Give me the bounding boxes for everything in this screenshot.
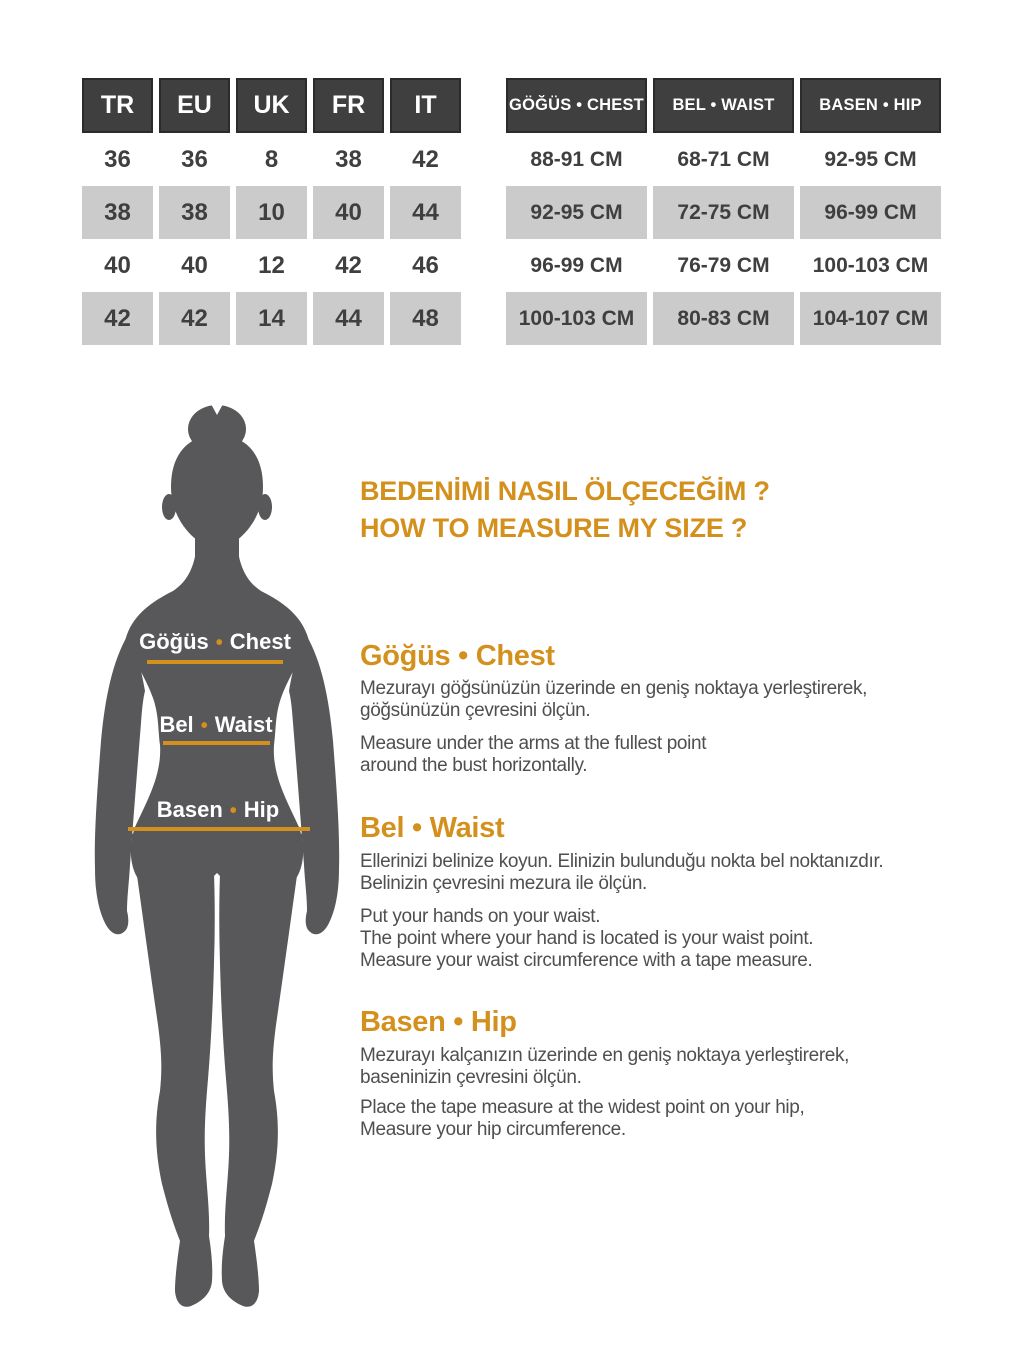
table-cell: 36 <box>181 145 208 173</box>
paragraph-line: Mezurayı göğsünüzün üzerinde en geniş no… <box>360 678 868 699</box>
table-cell: 76-79 CM <box>677 253 770 277</box>
body-measurement-table: GÖĞÜS • CHEST BEL • WAIST BASEN • HIP 88… <box>506 78 941 345</box>
table-cell: 38 <box>82 186 153 239</box>
table-row: 96-99 CM 76-79 CM 100-103 CM <box>506 239 941 292</box>
header-cell-chest: GÖĞÜS • CHEST <box>506 78 647 133</box>
hip-measure-line <box>128 827 310 831</box>
table-cell: 10 <box>236 186 307 239</box>
paragraph-line: Measure under the arms at the fullest po… <box>360 733 707 754</box>
table-cell: 12 <box>258 251 285 279</box>
section-chest-text-en: Measure under the arms at the fullest po… <box>360 733 707 777</box>
header-cell-fr: FR <box>313 78 384 133</box>
figure-label-hip: Basen • Hip <box>108 797 328 823</box>
table-cell: 46 <box>412 251 439 279</box>
paragraph-line: Place the tape measure at the widest poi… <box>360 1097 805 1118</box>
figure-label-chest: Göğüs • Chest <box>105 629 325 655</box>
guide-title-line-en: HOW TO MEASURE MY SIZE ? <box>360 513 748 543</box>
table-cell: 42 <box>335 251 362 279</box>
header-cell-uk: UK <box>236 78 307 133</box>
bullet-separator-icon: • <box>229 800 237 822</box>
figure-label-hip-tr: Basen <box>156 797 223 822</box>
figure-label-chest-en: Chest <box>229 629 291 654</box>
section-hip-text-en: Place the tape measure at the widest poi… <box>360 1097 805 1141</box>
table-cell: 100-103 CM <box>812 253 929 277</box>
table-row: 36 36 8 38 42 <box>82 133 461 186</box>
header-cell-tr: TR <box>82 78 153 133</box>
table-row: 92-95 CM 72-75 CM 96-99 CM <box>506 186 941 239</box>
table-cell: 68-71 CM <box>677 147 770 171</box>
table-cell: 92-95 CM <box>824 147 917 171</box>
figure-label-waist: Bel • Waist <box>106 712 326 738</box>
table-cell: 48 <box>390 292 461 345</box>
table-cell: 36 <box>104 145 131 173</box>
bullet-separator-icon: • <box>200 715 208 737</box>
table-cell: 44 <box>313 292 384 345</box>
table-row: 42 42 14 44 48 <box>82 292 461 345</box>
table-cell: 38 <box>335 145 362 173</box>
figure-label-hip-en: Hip <box>243 797 280 822</box>
header-cell-waist: BEL • WAIST <box>653 78 794 133</box>
table-cell: 96-99 CM <box>800 186 941 239</box>
table-cell: 42 <box>159 292 230 345</box>
table-cell: 96-99 CM <box>530 253 623 277</box>
paragraph-line: baseninizin çevresini ölçün. <box>360 1067 582 1088</box>
paragraph-line: Put your hands on your waist. <box>360 906 601 927</box>
table-row: 100-103 CM 80-83 CM 104-107 CM <box>506 292 941 345</box>
table-cell: 8 <box>264 145 279 173</box>
female-body-silhouette <box>94 404 340 1307</box>
table-row: 40 40 12 42 46 <box>82 239 461 292</box>
guide-title: BEDENİMİ NASIL ÖLÇECEĞİM ? HOW TO MEASUR… <box>360 473 770 547</box>
table-cell: 72-75 CM <box>653 186 794 239</box>
header-cell-it: IT <box>390 78 461 133</box>
header-cell-eu: EU <box>159 78 230 133</box>
table-cell: 40 <box>181 251 208 279</box>
table-cell: 92-95 CM <box>506 186 647 239</box>
paragraph-line: around the bust horizontally. <box>360 755 588 776</box>
table-cell: 38 <box>159 186 230 239</box>
table-cell: 42 <box>82 292 153 345</box>
table-header-row: GÖĞÜS • CHEST BEL • WAIST BASEN • HIP <box>506 78 941 133</box>
paragraph-line: Measure your waist circumference with a … <box>360 950 813 971</box>
table-header-row: TR EU UK FR IT <box>82 78 461 133</box>
table-cell: 44 <box>390 186 461 239</box>
section-waist-text-en: Put your hands on your waist. The point … <box>360 906 814 972</box>
table-cell: 80-83 CM <box>653 292 794 345</box>
table-cell: 42 <box>412 145 439 173</box>
table-cell: 40 <box>104 251 131 279</box>
table-cell: 14 <box>236 292 307 345</box>
paragraph-line: Mezurayı kalçanızın üzerinde en geniş no… <box>360 1045 850 1066</box>
chest-measure-line <box>147 660 283 664</box>
section-hip-heading: Basen • Hip <box>360 1006 517 1038</box>
size-conversion-table: TR EU UK FR IT 36 36 8 38 42 38 38 10 40… <box>82 78 461 345</box>
paragraph-line: Measure your hip circumference. <box>360 1119 626 1140</box>
guide-title-line-tr: BEDENİMİ NASIL ÖLÇECEĞİM ? <box>360 476 770 506</box>
section-hip-text-tr: Mezurayı kalçanızın üzerinde en geniş no… <box>360 1045 849 1089</box>
figure-label-waist-en: Waist <box>214 712 273 737</box>
paragraph-line: göğsünüzün çevresini ölçün. <box>360 700 591 721</box>
header-cell-hip: BASEN • HIP <box>800 78 941 133</box>
figure-label-waist-tr: Bel <box>159 712 194 737</box>
section-chest-text-tr: Mezurayı göğsünüzün üzerinde en geniş no… <box>360 678 867 722</box>
table-row: 88-91 CM 68-71 CM 92-95 CM <box>506 133 941 186</box>
figure-label-chest-tr: Göğüs <box>139 629 209 654</box>
section-chest-heading: Göğüs • Chest <box>360 640 555 672</box>
section-waist-heading: Bel • Waist <box>360 812 505 844</box>
table-row: 38 38 10 40 44 <box>82 186 461 239</box>
table-cell: 88-91 CM <box>530 147 623 171</box>
table-cell: 100-103 CM <box>506 292 647 345</box>
waist-measure-line <box>163 741 270 745</box>
paragraph-line: The point where your hand is located is … <box>360 928 814 949</box>
paragraph-line: Belinizin çevresini mezura ile ölçün. <box>360 873 647 894</box>
paragraph-line: Ellerinizi belinize koyun. Elinizin bulu… <box>360 851 884 872</box>
bullet-separator-icon: • <box>215 632 223 654</box>
table-cell: 104-107 CM <box>800 292 941 345</box>
table-cell: 40 <box>313 186 384 239</box>
section-waist-text-tr: Ellerinizi belinize koyun. Elinizin bulu… <box>360 851 884 895</box>
